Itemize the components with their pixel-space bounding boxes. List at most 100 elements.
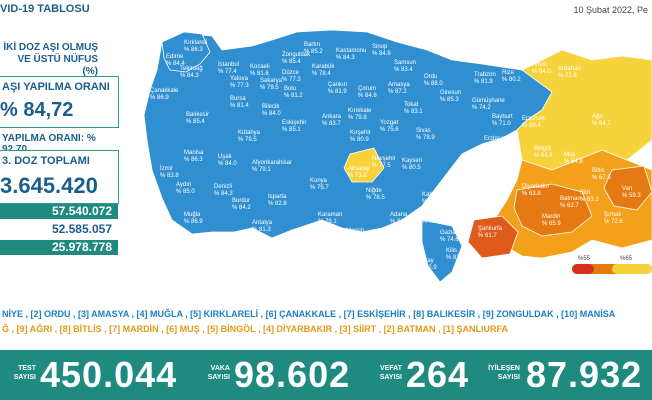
vaccination-rate-label: AŞI YAPILMA ORANI [2,81,110,93]
city-rate-value: % 79.8 [348,115,367,121]
city-name-label: Samsun [394,60,416,66]
city-name-label: Bingöl [534,146,551,152]
city-name-label: Siirt [580,190,591,196]
city-name-label: Rize [502,70,515,76]
city-rate-value: % 84.8 [372,51,391,57]
city-name-label: Kilis [446,248,457,254]
vaka-metric: VAKA SAYISI 98.602 [190,350,350,400]
city-rate-value: % 64.8 [564,159,583,165]
city-rate-value: % 79.1 [252,167,271,173]
city-name-label: Çankırı [328,82,348,88]
city-name-label: Isparta [268,194,287,200]
city-name-label: Elazığ [492,166,509,172]
city-rate-value: % 75.7 [310,185,329,191]
city-rate-value: % 84.2 [232,205,251,211]
city-name-label: Gümüşhane [472,98,505,104]
city-rate-value: % 77.3 [282,77,301,83]
legend-scale: %55 %65 [572,256,652,274]
legend-low-label: %55 [578,256,591,262]
city-rate-value: % 78.9 [416,135,435,141]
city-rate-value: % 86.9 [184,219,203,225]
city-name-label: Bitlis [592,168,605,174]
city-rate-value: % 74.6 [440,237,459,243]
city-name-label: Yozgat [380,120,398,126]
city-rate-value: % 69.4 [522,123,541,129]
city-rate-value: % 77.4 [218,69,237,75]
city-rate-value: % 85.4 [282,59,301,65]
city-name-label: Tekirdağ [180,66,203,72]
iyilesen-label-line2: SAYISI [497,374,520,381]
top-ranking-list: NİYE , [2] ORDU , [3] AMASYA , [4] MUĞLA… [2,309,616,319]
city-rate-value: % 71.0 [492,121,511,127]
city-name-label: Giresun [440,90,461,96]
city-name-label: Kahramanmaraş [422,192,466,198]
subtitle-line2: VE ÜSTÜ NÜFUS (%) [17,54,98,77]
city-name-label: Edirne [166,54,184,60]
city-rate-value: % 85.1 [282,127,301,133]
city-rate-value: % 85.0 [176,189,195,195]
city-name-label: Nevşehir [372,156,396,162]
city-name-label: Eskişehir [282,120,306,126]
city-name-label: Van [622,186,632,192]
city-name-label: Malatya [458,172,480,178]
city-rate-value: % 86.9 [150,95,169,101]
test-label-line2: SAYISI [13,374,36,381]
city-rate-value: % 85.3 [440,97,459,103]
city-rate-value: % 80.2 [502,77,521,83]
city-name-label: Kırşehir [350,130,371,136]
city-name-label: Bursa [230,96,246,102]
city-rate-value: % 79.1 [318,219,337,225]
first-dose-card: YAPILMA ORANI: % 92,70 [0,130,118,155]
city-rate-value: % 70.4 [492,173,511,179]
city-name-label: Diyarbakır [522,184,549,190]
city-name-label: Şırnak [604,212,622,218]
city-name-label: Sivas [416,128,431,134]
city-rate-value: % 82.9 [418,265,437,271]
city-name-label: Düzce [282,70,300,76]
city-name-label: Kayseri [402,158,422,164]
city-name-label: Ağrı [592,114,603,120]
city-rate-value: % 81.9 [328,89,347,95]
test-metric: TEST SAYISI 450.044 [0,350,176,400]
city-name-label: Gaziantep [440,230,468,236]
city-rate-value: % 77.3 [230,83,249,89]
city-name-label: Ardahan [558,66,581,72]
iyilesen-value: 87.932 [526,354,643,395]
test-value: 450.044 [40,354,178,395]
city-rate-value: % 75.8 [422,199,441,205]
legend-high-label: %65 [620,256,633,262]
city-name-label: Afyonkarahisar [252,160,292,166]
city-name-label: Niğde [366,188,382,194]
city-name-label: Muş [564,152,575,158]
city-name-label: Kastamonu [336,48,366,54]
city-rate-value: % 74.2 [472,105,491,111]
test-label-line1: TEST [18,365,36,372]
city-rate-value: % 64.4 [534,153,553,159]
city-rate-value: % 59.3 [622,193,641,199]
city-name-label: Burdur [232,198,250,204]
vaccination-rate-value: % 84,72 [0,99,74,121]
city-rate-value: % 72.8 [558,73,577,79]
city-name-label: Osmaniye [422,212,450,218]
city-name-label: Karabük [312,64,335,70]
city-name-label: Şanlıurfa [478,226,503,232]
city-rate-value: % 84.0 [262,111,281,117]
third-dose-card: 3. DOZ TOPLAMI 3.645.420 [0,150,119,204]
city-rate-value: % 63.1 [580,197,599,203]
city-name-label: Aksaray [348,166,370,172]
city-rate-value: % 81.1 [390,219,409,225]
city-name-label: Amasya [388,82,410,88]
city-name-label: Çorum [358,86,376,92]
map-region-thrace [161,31,211,73]
city-rate-value: % 80.1 [492,161,511,167]
city-name-label: Batman [560,196,581,202]
city-name-label: Kırklareli [184,40,207,46]
city-name-label: Aydın [176,182,191,188]
vaka-label-line1: VAKA [210,365,230,372]
city-rate-value: % 84.3 [214,191,233,197]
city-name-label: Mersin [346,228,364,234]
city-rate-value: % 81.3 [252,227,271,233]
city-rate-value: % 81.9 [474,79,493,85]
city-rate-value: % 84.8 [358,93,377,99]
